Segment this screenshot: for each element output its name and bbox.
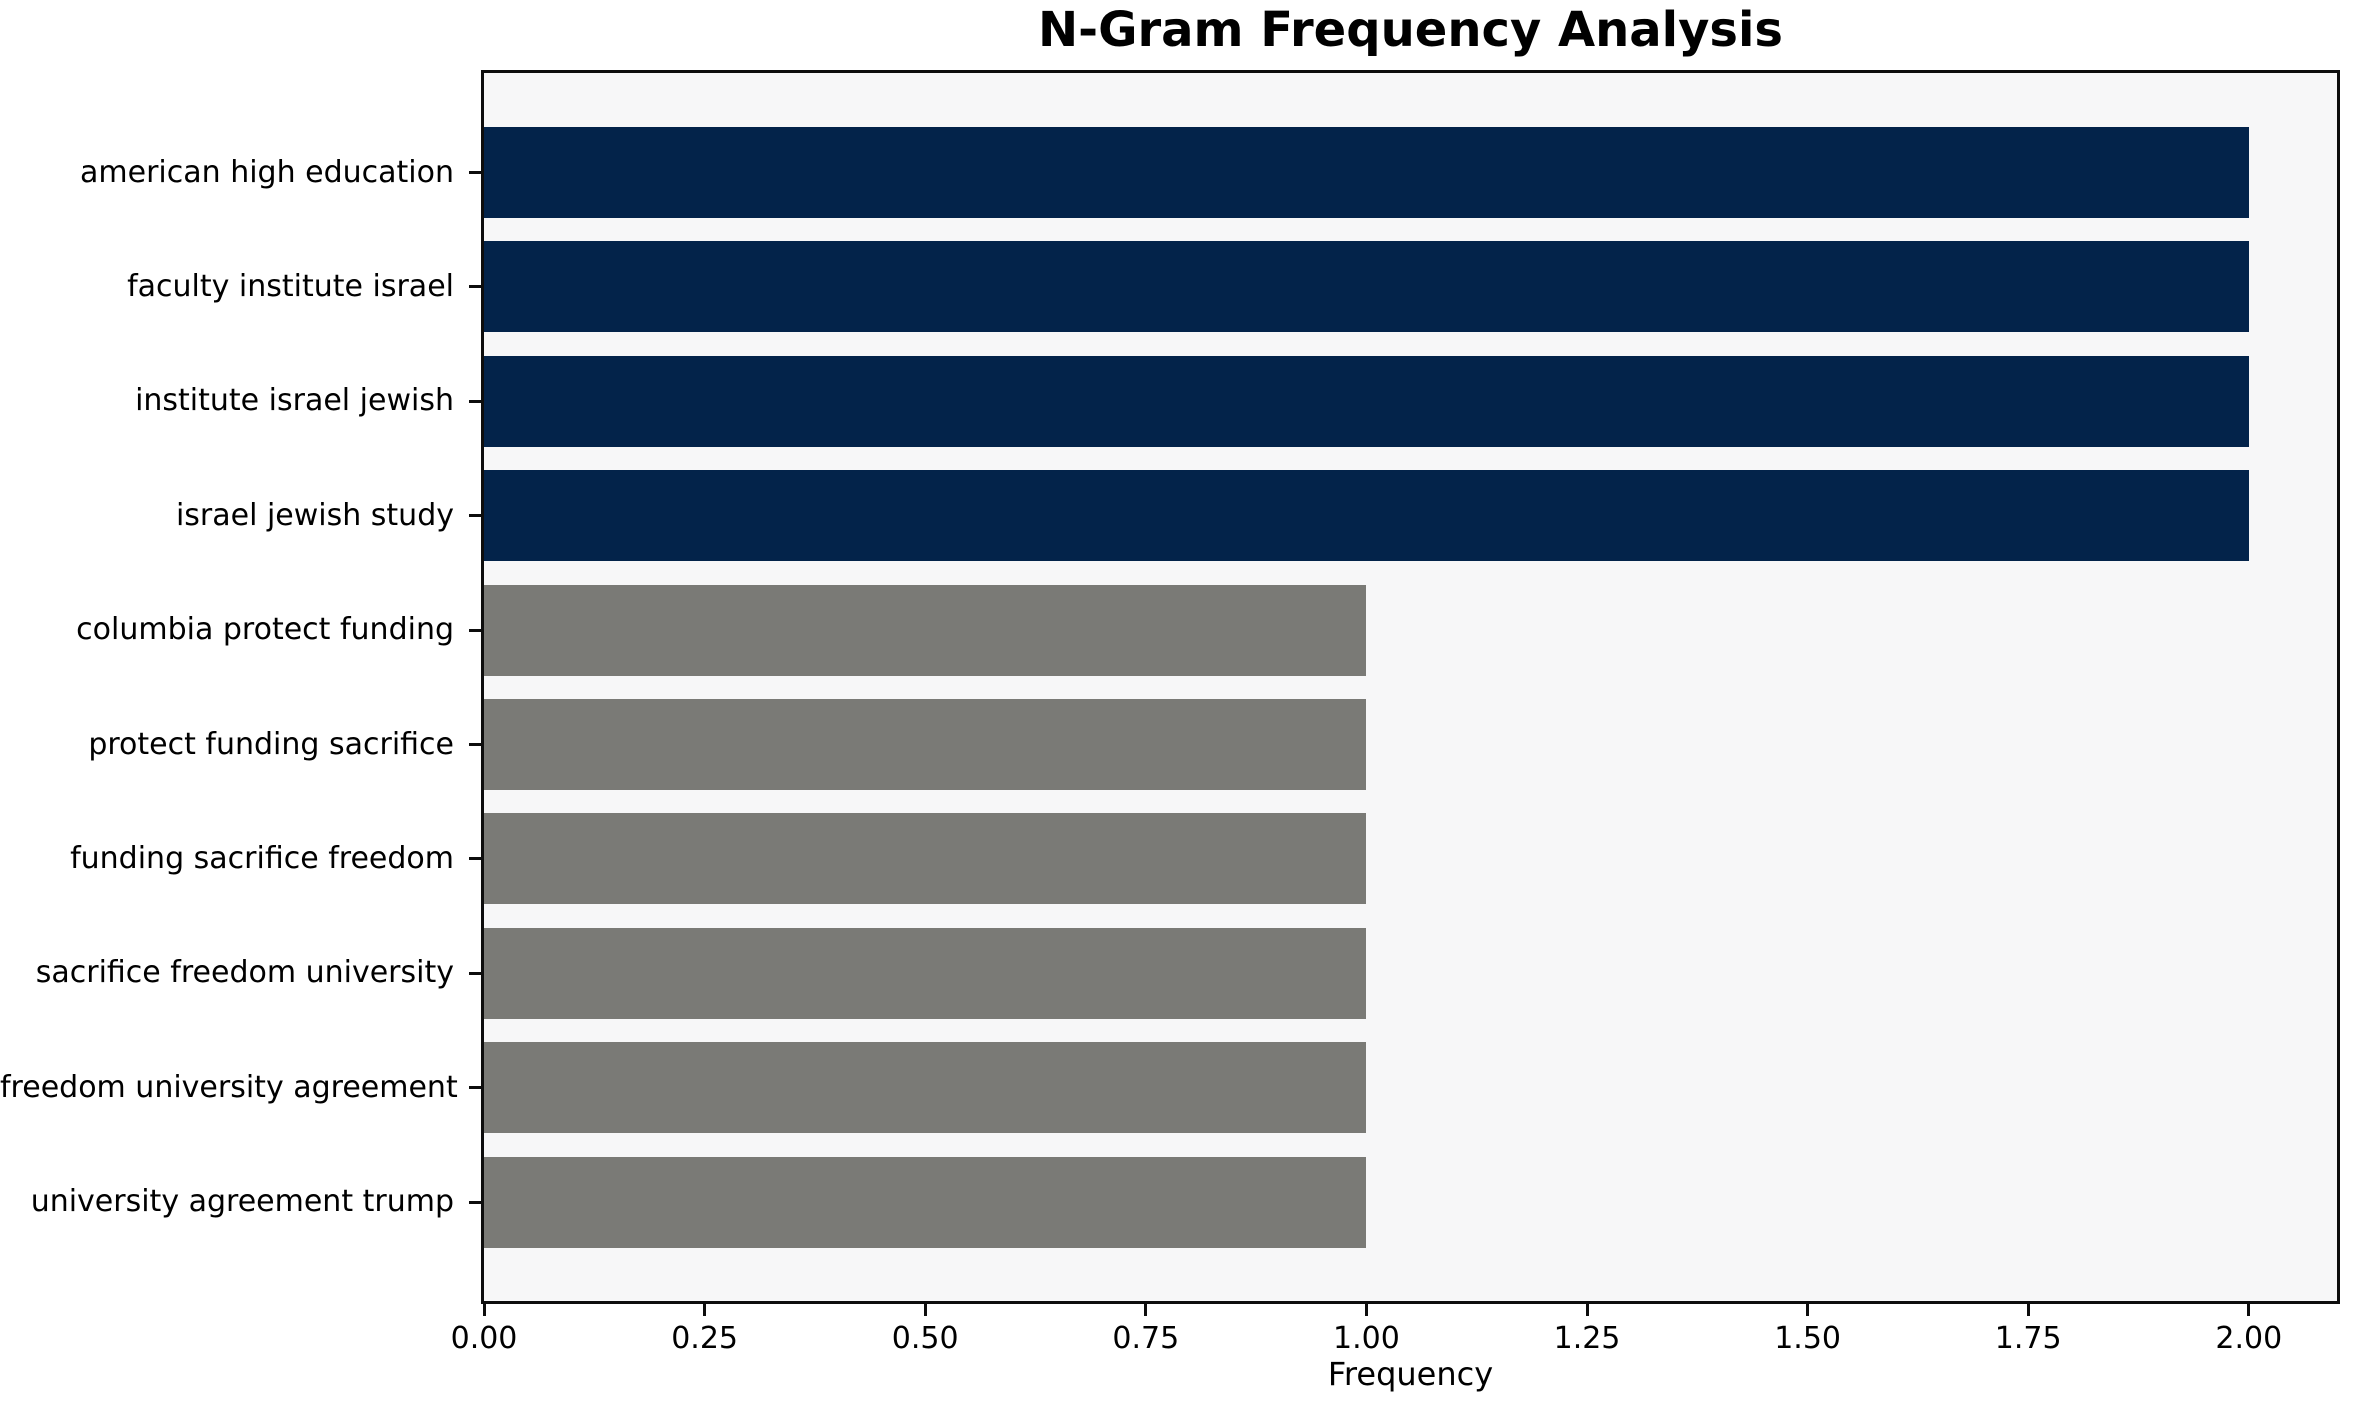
y-tick-label: american high education xyxy=(80,154,454,190)
x-tick-label: 0.00 xyxy=(450,1321,518,1356)
bar xyxy=(484,1042,1367,1134)
y-tick-mark xyxy=(469,1200,481,1204)
y-tick-mark xyxy=(469,743,481,746)
y-tick-label: funding sacrifice freedom xyxy=(70,840,454,876)
y-tick-mark xyxy=(469,628,481,632)
bar xyxy=(484,355,2249,447)
x-tick-label: 1.00 xyxy=(1332,1321,1400,1356)
bar xyxy=(484,470,2249,562)
x-tick-label: 0.25 xyxy=(671,1321,738,1356)
y-tick-mark xyxy=(469,285,481,289)
y-tick-label: university agreement trump xyxy=(30,1184,454,1220)
x-tick-mark xyxy=(2247,1304,2251,1316)
y-tick-mark xyxy=(469,857,481,861)
y-tick-label: sacrifice freedom university xyxy=(35,955,454,991)
bar xyxy=(484,699,1367,790)
x-tick-label: 0.75 xyxy=(1112,1321,1180,1356)
bar xyxy=(484,813,1367,905)
x-axis-label: Frequency xyxy=(1327,1355,1494,1393)
bar xyxy=(484,927,1367,1019)
x-tick-mark xyxy=(2026,1304,2030,1316)
x-tick-mark xyxy=(923,1304,927,1316)
bar xyxy=(484,1156,1367,1248)
x-tick-label: 1.50 xyxy=(1774,1321,1841,1356)
x-tick-label: 1.25 xyxy=(1553,1321,1621,1356)
x-tick-mark xyxy=(482,1304,486,1316)
bar xyxy=(484,241,2249,333)
y-tick-label: columbia protect funding xyxy=(76,612,454,648)
y-tick-mark xyxy=(469,971,481,975)
x-tick-mark xyxy=(1806,1304,1810,1316)
x-tick-mark xyxy=(703,1304,707,1316)
y-tick-label: institute israel jewish xyxy=(135,383,454,419)
y-tick-mark xyxy=(469,399,481,403)
bar xyxy=(484,127,2249,218)
x-tick-mark xyxy=(1364,1304,1368,1316)
x-tick-label: 1.75 xyxy=(1994,1321,2062,1356)
y-tick-label: freedom university agreement xyxy=(0,1069,458,1105)
x-tick-mark xyxy=(1144,1304,1148,1316)
y-tick-label: faculty institute israel xyxy=(127,268,454,304)
x-tick-mark xyxy=(1585,1304,1589,1316)
y-tick-mark xyxy=(469,514,481,518)
chart-title: N-Gram Frequency Analysis xyxy=(1038,2,1783,58)
plot-area xyxy=(481,70,2340,1304)
y-tick-mark xyxy=(469,1086,481,1090)
y-tick-label: israel jewish study xyxy=(175,497,454,533)
x-tick-label: 0.50 xyxy=(891,1321,959,1356)
bar xyxy=(484,584,1367,676)
y-tick-label: protect funding sacrifice xyxy=(88,726,454,762)
x-tick-label: 2.00 xyxy=(2215,1321,2283,1356)
y-tick-mark xyxy=(469,171,481,174)
